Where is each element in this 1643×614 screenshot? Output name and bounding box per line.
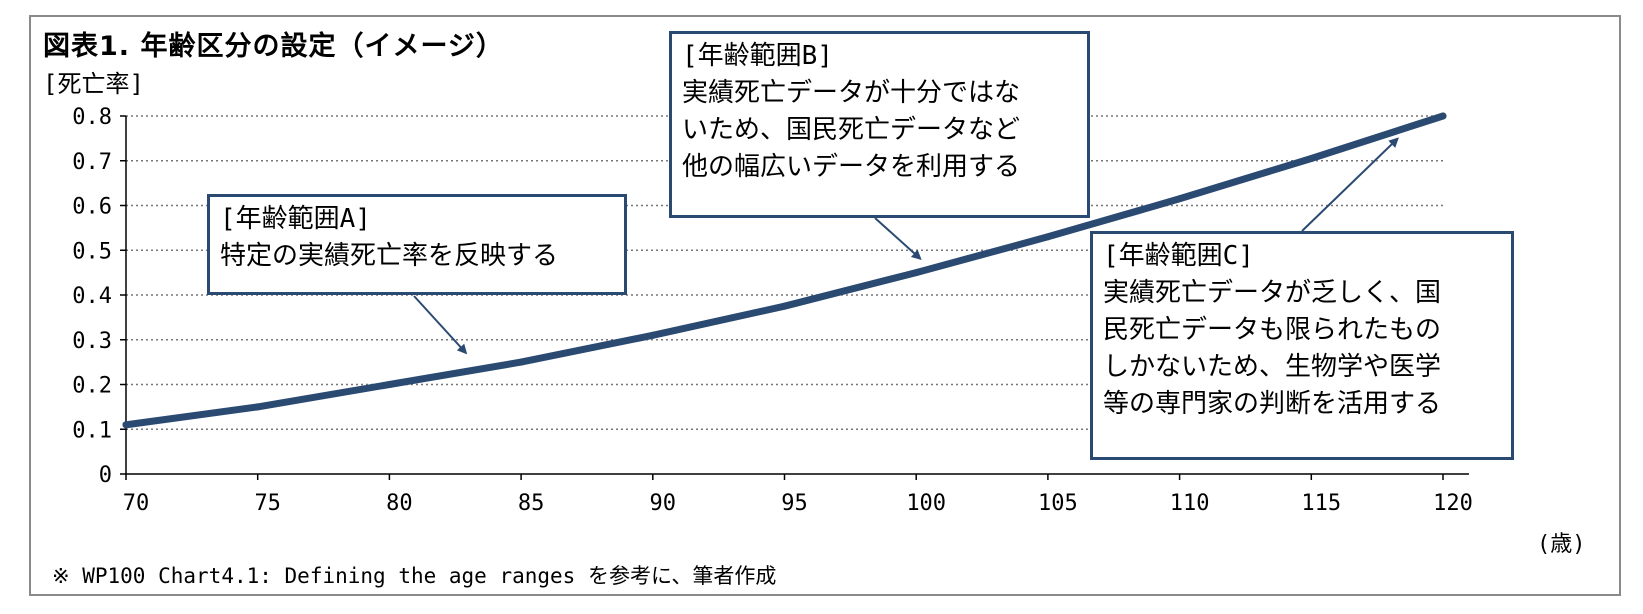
callout-range-b: [年齢範囲B] 実績死亡データが十分ではな いため、国民死亡データなど 他の幅広… bbox=[669, 31, 1090, 218]
callout-b-line-4: 他の幅広いデータを利用する bbox=[682, 152, 1021, 182]
y-tick-label-2: 0.2 bbox=[72, 374, 112, 399]
callout-a-line-2: 特定の実績死亡率を反映する bbox=[220, 241, 559, 271]
callout-c-line-3: 民死亡データも限られたもの bbox=[1103, 315, 1442, 345]
data-point-0-7 bbox=[1044, 233, 1052, 241]
data-point-0-2 bbox=[385, 381, 393, 388]
data-point-0-4 bbox=[649, 331, 657, 339]
x-tick-label-7: 105 bbox=[1038, 491, 1078, 516]
callout-arrow-b bbox=[874, 217, 922, 260]
data-point-0-0 bbox=[122, 421, 130, 429]
y-tick-label-5: 0.5 bbox=[72, 239, 112, 264]
chart-title: 図表1. 年齢区分の設定（イメージ） bbox=[43, 31, 504, 62]
callout-b-line-3: いため、国民死亡データなど bbox=[682, 115, 1021, 145]
y-tick-label-1: 0.1 bbox=[72, 418, 112, 443]
callout-arrow-a bbox=[413, 295, 468, 355]
x-tick-label-2: 80 bbox=[386, 491, 413, 516]
data-point-0-5 bbox=[781, 302, 788, 310]
x-tick-label-5: 95 bbox=[781, 491, 808, 516]
x-tick-label-0: 70 bbox=[123, 491, 150, 516]
callout-a-line-1: [年齢範囲A] bbox=[220, 204, 371, 234]
data-point-0-10 bbox=[1439, 112, 1447, 120]
y-tick-label-4: 0.4 bbox=[72, 284, 112, 309]
source-note: ※ WP100 Chart4.1: Defining the age range… bbox=[52, 564, 777, 588]
y-tick-label-7: 0.7 bbox=[72, 150, 112, 175]
data-point-0-1 bbox=[254, 403, 262, 411]
y-axis-label: [死亡率] bbox=[43, 70, 144, 98]
data-point-0-6 bbox=[912, 269, 920, 277]
y-tick-label-3: 0.3 bbox=[72, 329, 112, 354]
data-point-0-8 bbox=[1176, 195, 1184, 203]
x-tick-label-8: 110 bbox=[1170, 491, 1210, 516]
callout-arrow-c bbox=[1301, 137, 1399, 232]
x-tick-label-6: 100 bbox=[906, 491, 946, 516]
x-axis-unit: (歳) bbox=[1537, 532, 1586, 557]
callout-b-line-1: [年齢範囲B] bbox=[682, 41, 833, 71]
x-tick-label-1: 75 bbox=[254, 491, 281, 516]
x-tick-label-4: 90 bbox=[650, 491, 677, 516]
x-tick-label-3: 85 bbox=[518, 491, 545, 516]
callout-range-a: [年齢範囲A] 特定の実績死亡率を反映する bbox=[207, 194, 627, 295]
callout-b-line-2: 実績死亡データが十分ではな bbox=[682, 78, 1021, 108]
y-tick-label-8: 0.8 bbox=[72, 105, 112, 130]
callout-c-line-1: [年齢範囲C] bbox=[1103, 241, 1254, 271]
x-tick-label-9: 115 bbox=[1301, 491, 1341, 516]
y-tick-label-0: 0 bbox=[99, 463, 112, 488]
y-tick-label-6: 0.6 bbox=[72, 195, 112, 220]
data-point-0-3 bbox=[517, 358, 525, 366]
data-point-0-9 bbox=[1307, 155, 1315, 163]
x-tick-label-10: 120 bbox=[1433, 491, 1473, 516]
callout-c-line-4: しかないため、生物学や医学 bbox=[1103, 352, 1442, 382]
callout-c-line-2: 実績死亡データが乏しく、国 bbox=[1103, 278, 1442, 308]
callout-range-c: [年齢範囲C] 実績死亡データが乏しく、国 民死亡データも限られたもの しかない… bbox=[1090, 231, 1514, 460]
callout-c-line-5: 等の専門家の判断を活用する bbox=[1103, 389, 1442, 419]
